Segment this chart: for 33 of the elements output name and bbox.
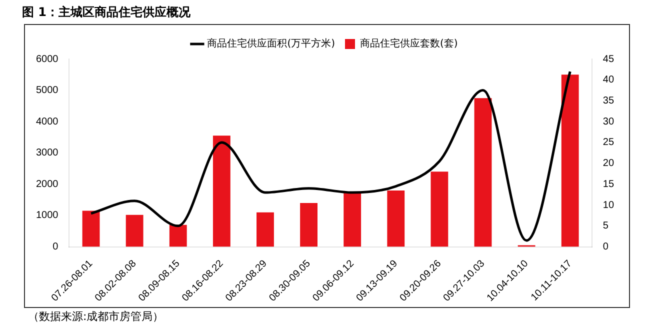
y-tick-label: 1000 bbox=[36, 210, 59, 222]
y-tick-label: 2000 bbox=[36, 178, 59, 190]
legend-label: 商品住宅供应面积(万平方米) bbox=[207, 38, 336, 50]
bar bbox=[344, 192, 362, 247]
y2-tick-label: 25 bbox=[602, 137, 614, 148]
bar bbox=[387, 190, 405, 247]
bar bbox=[212, 136, 230, 247]
y2-tick-label: 35 bbox=[602, 95, 614, 106]
bar bbox=[474, 98, 492, 247]
bar bbox=[300, 202, 318, 247]
legend-label: 商品住宅供应套数(套) bbox=[360, 38, 458, 50]
y2-tick-label: 45 bbox=[602, 54, 614, 65]
chart-title: 图 1：主城区商品住宅供应概况 bbox=[22, 4, 191, 21]
y-tick-label: 4000 bbox=[36, 116, 59, 128]
bar bbox=[169, 224, 187, 247]
line-series bbox=[90, 70, 572, 242]
bar bbox=[126, 214, 144, 247]
y-tick-label: 3000 bbox=[36, 148, 59, 159]
y2-tick-label: 10 bbox=[602, 200, 614, 211]
bar bbox=[561, 74, 579, 247]
y-tick-label: 5000 bbox=[36, 85, 59, 96]
bar bbox=[430, 172, 448, 247]
bar bbox=[256, 212, 274, 247]
y2-tick-label: 15 bbox=[602, 178, 614, 190]
bar bbox=[82, 210, 100, 247]
y2-tick-label: 5 bbox=[602, 220, 609, 232]
y2-tick-label: 30 bbox=[602, 116, 614, 128]
y-tick-label: 0 bbox=[52, 242, 59, 253]
y2-tick-label: 0 bbox=[602, 242, 609, 253]
y2-tick-label: 20 bbox=[602, 158, 614, 170]
y2-tick-label: 40 bbox=[602, 74, 614, 86]
text: （数据来源:成都市房管局） bbox=[28, 309, 164, 324]
y-tick-label: 6000 bbox=[36, 54, 59, 65]
